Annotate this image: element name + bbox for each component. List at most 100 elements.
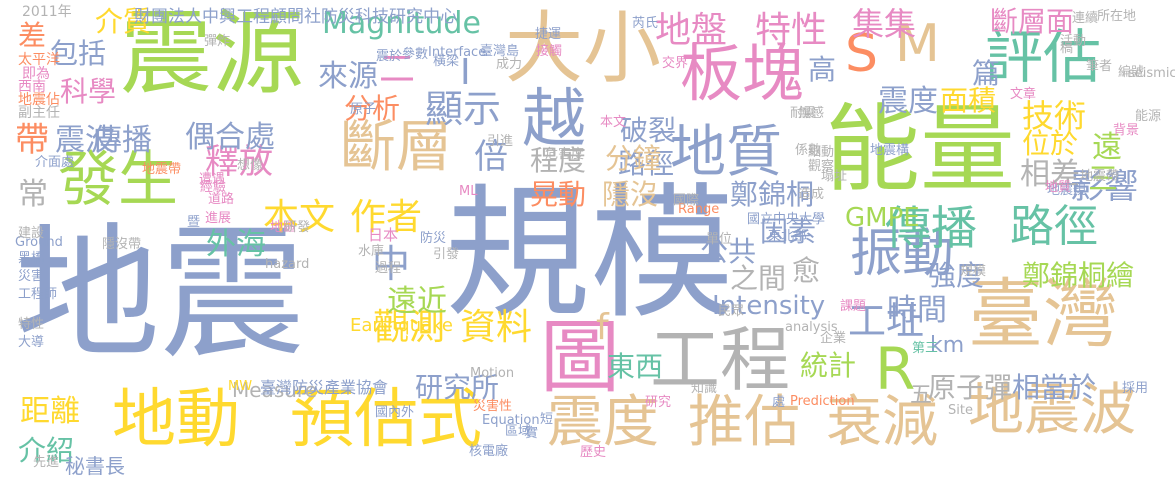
- word-179: 觀察: [808, 159, 835, 174]
- word-170: 區域: [505, 424, 532, 439]
- word-40: 集集: [852, 5, 917, 43]
- word-152: 交界: [662, 56, 689, 71]
- word-47: 三: [1088, 162, 1118, 197]
- word-146: 文章: [1010, 87, 1037, 102]
- word-65: 公共: [700, 235, 757, 268]
- word-151: 成力: [496, 57, 523, 72]
- word-107: Equation: [482, 413, 540, 428]
- word-189: 實: [525, 426, 539, 441]
- word-111: hazard: [265, 257, 310, 272]
- word-82: 介紹: [18, 434, 75, 467]
- word-1: 規模: [445, 170, 735, 339]
- word-71: 中: [372, 242, 411, 286]
- word-50: 來源: [318, 59, 378, 94]
- word-154: 參數: [402, 47, 429, 62]
- word-124: 建設: [18, 226, 45, 241]
- word-148: 引進: [487, 134, 514, 149]
- word-118: 災害性: [473, 399, 513, 414]
- word-70: Intensity: [712, 291, 826, 321]
- word-67: 愈: [792, 254, 821, 287]
- word-133: 地區: [270, 220, 297, 235]
- word-36: 帶: [15, 120, 49, 160]
- word-163: 道路: [208, 192, 235, 207]
- word-14: 板塊: [680, 37, 805, 110]
- word-126: 災害: [18, 269, 45, 284]
- word-125: 工程師: [18, 287, 58, 302]
- word-110: Range: [678, 202, 720, 217]
- word-186: 地震帶: [1080, 169, 1120, 184]
- word-149: 危害度: [545, 147, 585, 162]
- word-145: 課題: [840, 299, 867, 314]
- word-140: 係數: [795, 143, 822, 158]
- word-187: 地質: [1045, 180, 1072, 195]
- word-3: 能量: [825, 95, 1016, 205]
- word-95: 財團法人中興工程顧問社防災科技研究中心: [134, 7, 457, 27]
- word-144: 企業: [820, 331, 847, 346]
- word-155: 震於: [376, 49, 403, 64]
- word-91: Measure: [232, 378, 317, 402]
- word-63: GMPE: [845, 203, 920, 233]
- word-137: 知識: [691, 381, 718, 396]
- word-7: 預估式: [290, 383, 482, 457]
- word-138: 國際: [673, 193, 700, 208]
- word-15: 評估: [985, 23, 1102, 91]
- word-35: 震波: [55, 123, 115, 158]
- word-20: 振動: [850, 224, 955, 284]
- word-175: 本文: [600, 115, 627, 130]
- word-94: 秘書長: [65, 454, 125, 478]
- word-158: 臺灣島: [480, 44, 520, 59]
- word-130: 規模: [960, 264, 987, 279]
- word-10: 衰減: [826, 390, 938, 455]
- word-117: 東北部: [768, 229, 808, 244]
- word-13: 圖: [540, 311, 620, 404]
- word-181: 塌址: [821, 169, 848, 184]
- word-89: 二: [379, 49, 416, 90]
- word-143: 第三: [912, 341, 939, 356]
- word-123: 特性: [18, 317, 45, 332]
- word-96: 2011年: [22, 4, 72, 20]
- word-159: 芮氏: [632, 16, 659, 31]
- word-88: f: [596, 307, 609, 348]
- word-139: 造成: [798, 187, 825, 202]
- word-19: 越: [522, 83, 586, 157]
- word-61: 鄭錦桐: [730, 178, 815, 211]
- word-76: 統計: [800, 349, 857, 382]
- word-28: Magnitude: [322, 6, 481, 41]
- word-5: 臺灣: [968, 270, 1119, 358]
- word-38: 技術: [1022, 97, 1087, 135]
- word-55: 路徑: [618, 147, 675, 180]
- word-173: 耐震: [790, 106, 817, 121]
- word-87: 常: [18, 177, 48, 212]
- word-185: 筆者: [1086, 59, 1113, 74]
- word-29: 本文: [263, 197, 336, 238]
- word-54: 破裂: [620, 114, 677, 147]
- word-78: 原子彈: [928, 371, 1013, 404]
- word-183: 編號: [1118, 65, 1145, 80]
- word-114: ML: [459, 184, 478, 199]
- word-8: 震度: [547, 390, 659, 455]
- word-21: 傳播: [885, 201, 977, 255]
- word-84: 包括: [50, 37, 107, 70]
- word-174: 單位: [706, 232, 733, 247]
- word-172: 引發: [433, 247, 460, 262]
- word-81: 距離: [20, 394, 80, 429]
- word-60: 倍: [474, 137, 508, 177]
- word-12: 工程: [650, 319, 790, 401]
- word-92: 臺灣防災產業協會: [260, 378, 389, 397]
- word-157: 接觸: [536, 44, 563, 59]
- word-167: 研發: [284, 220, 311, 235]
- word-11: 地震波: [968, 378, 1136, 443]
- word-171: 過程: [375, 261, 402, 276]
- word-53: 偶合處: [185, 120, 275, 155]
- word-115: MW: [228, 379, 253, 394]
- word-85: 差: [18, 19, 47, 52]
- word-141: 採用: [1122, 381, 1149, 396]
- word-44: 篇: [972, 57, 1001, 90]
- word-97: 太平洋: [18, 52, 60, 68]
- word-178: 細動: [808, 145, 835, 160]
- word-46: 遠: [1092, 130, 1122, 165]
- word-100: 地震佔: [18, 92, 60, 108]
- word-30: 作者: [350, 197, 423, 238]
- word-83: 科學: [60, 75, 117, 108]
